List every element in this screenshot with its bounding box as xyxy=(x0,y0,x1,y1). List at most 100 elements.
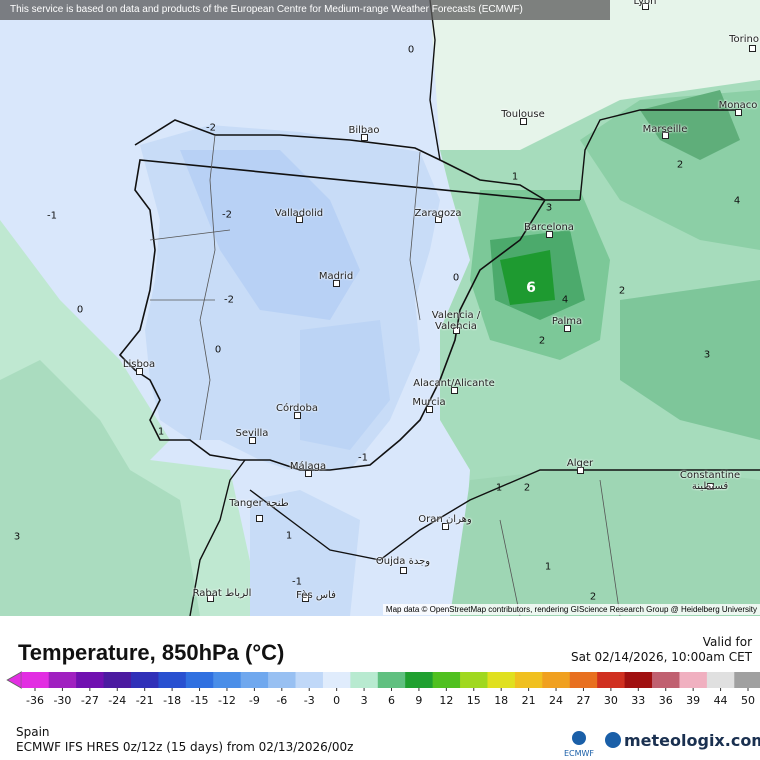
contour-label: 2 xyxy=(618,285,626,297)
valid-label: Valid for xyxy=(703,635,752,649)
contour-label: -1 xyxy=(47,210,57,222)
colorbar-segment xyxy=(350,672,379,688)
contour-label: -2 xyxy=(224,294,234,306)
ecmwf-text: ECMWF xyxy=(564,749,594,758)
colorbar-segment xyxy=(432,672,461,688)
colorbar-segment xyxy=(734,672,760,688)
colorbar-segment xyxy=(240,672,269,688)
colorbar-segment xyxy=(624,672,653,688)
colorbar-tick-label: 33 xyxy=(631,694,645,707)
contour-label: 2 xyxy=(589,591,597,603)
colorbar-segment xyxy=(514,672,543,688)
colorbar-tick-label: -21 xyxy=(136,694,154,707)
city-label: Córdoba xyxy=(276,403,318,414)
contour-label: 3 xyxy=(545,202,553,214)
contour-label: -1 xyxy=(358,452,368,464)
colorbar-tick-label: 21 xyxy=(522,694,536,707)
city-marker xyxy=(707,483,714,490)
city-label: Málaga xyxy=(289,461,327,472)
city-marker xyxy=(577,467,584,474)
contour-label: 2 xyxy=(538,335,546,347)
model-info: ECMWF IFS HRES 0z/12z (15 days) from 02/… xyxy=(16,740,353,754)
colorbar-segment xyxy=(158,672,187,688)
colorbar-segment xyxy=(268,672,297,688)
contour-label: 0 xyxy=(407,44,415,56)
city-label: Lyon xyxy=(633,0,657,7)
colorbar-arrow xyxy=(6,671,22,689)
city-label: Constantine قسنطينة xyxy=(679,470,741,492)
city-label: Zaragoza xyxy=(414,208,462,219)
colorbar-tick-label: -6 xyxy=(276,694,287,707)
contour-label: 0 xyxy=(452,272,460,284)
contour-label: 2 xyxy=(676,159,684,171)
city-marker xyxy=(296,216,303,223)
colorbar-tick-label: 12 xyxy=(439,694,453,707)
city-label: Bilbao xyxy=(348,125,380,136)
city-marker xyxy=(735,109,742,116)
colorbar-segment xyxy=(460,672,488,688)
colorbar-tick-label: 39 xyxy=(686,694,700,707)
city-marker xyxy=(305,470,312,477)
colorbar-segment xyxy=(213,672,242,688)
contour-label: 0 xyxy=(214,344,222,356)
colorbar-tick-label: -36 xyxy=(26,694,44,707)
colorbar-tick-label: 24 xyxy=(549,694,563,707)
city-label: Lisboa xyxy=(122,359,156,370)
colorbar-tick-label: -27 xyxy=(81,694,99,707)
colorbar-segment xyxy=(295,672,324,688)
city-label: Murcia xyxy=(412,397,446,408)
colorbar-tick-label: 18 xyxy=(494,694,508,707)
city-label: Fès فاس xyxy=(296,590,336,601)
ecmwf-logo xyxy=(572,731,586,745)
city-marker xyxy=(442,523,449,530)
contour-label: -2 xyxy=(206,122,216,134)
colorbar-tick-label: 9 xyxy=(415,694,422,707)
map: Lyon Torino Monaco Marseille Toulouse Bilbao V… xyxy=(0,0,760,616)
city-marker xyxy=(400,567,407,574)
colorbar-tick-label: 36 xyxy=(659,694,673,707)
city-marker xyxy=(564,325,571,332)
city-marker xyxy=(249,437,256,444)
colorbar-tick-label: 44 xyxy=(714,694,728,707)
contour-label: 1 xyxy=(157,426,165,438)
legend: Temperature, 850hPa (°C) Valid for Sat 0… xyxy=(6,635,760,758)
city-label: Alger xyxy=(566,458,594,469)
map-background xyxy=(0,0,760,616)
city-label: Tanger طنجة xyxy=(229,498,289,509)
colorbar-segment xyxy=(76,672,105,688)
colorbar-segment xyxy=(652,672,680,688)
colorbar-tick-label: -12 xyxy=(218,694,236,707)
city-label: Toulouse xyxy=(501,109,545,120)
city-label: Torino xyxy=(729,34,759,45)
colorbar-tick-label: 50 xyxy=(741,694,755,707)
city-marker xyxy=(333,280,340,287)
contour-label: 0 xyxy=(76,304,84,316)
colorbar-tick-label: 15 xyxy=(467,694,481,707)
colorbar-tick-label: 27 xyxy=(576,694,590,707)
city-marker xyxy=(361,134,368,141)
city-label: Palma xyxy=(551,316,583,327)
contour-label: 4 xyxy=(561,294,569,306)
brand[interactable]: meteologix.com xyxy=(624,731,760,750)
colorbar-tick-label: -24 xyxy=(108,694,126,707)
colorbar-tick-label: 30 xyxy=(604,694,618,707)
city-label: Madrid xyxy=(318,271,354,282)
colorbar-segment xyxy=(679,672,708,688)
city-label: Valencia / Valencia xyxy=(431,310,481,332)
colorbar-tick-label: 3 xyxy=(361,694,368,707)
city-label: Valladolid xyxy=(274,208,324,219)
legend-title: Temperature, 850hPa (°C) xyxy=(18,640,284,665)
contour-label: 4 xyxy=(733,195,741,207)
colorbar-tick-label: -9 xyxy=(249,694,260,707)
colorbar-tick-label: -15 xyxy=(191,694,209,707)
city-label: Monaco xyxy=(718,100,758,111)
contour-label: -2 xyxy=(222,209,232,221)
city-label: Barcelona xyxy=(524,222,574,233)
contour-label: 2 xyxy=(523,482,531,494)
colorbar-tick-label: 6 xyxy=(388,694,395,707)
contour-label: 3 xyxy=(13,531,21,543)
colorbar-segment xyxy=(48,672,77,688)
contour-label: 3 xyxy=(703,349,711,361)
colorbar-segment xyxy=(542,672,571,688)
colorbar-segment xyxy=(706,672,735,688)
